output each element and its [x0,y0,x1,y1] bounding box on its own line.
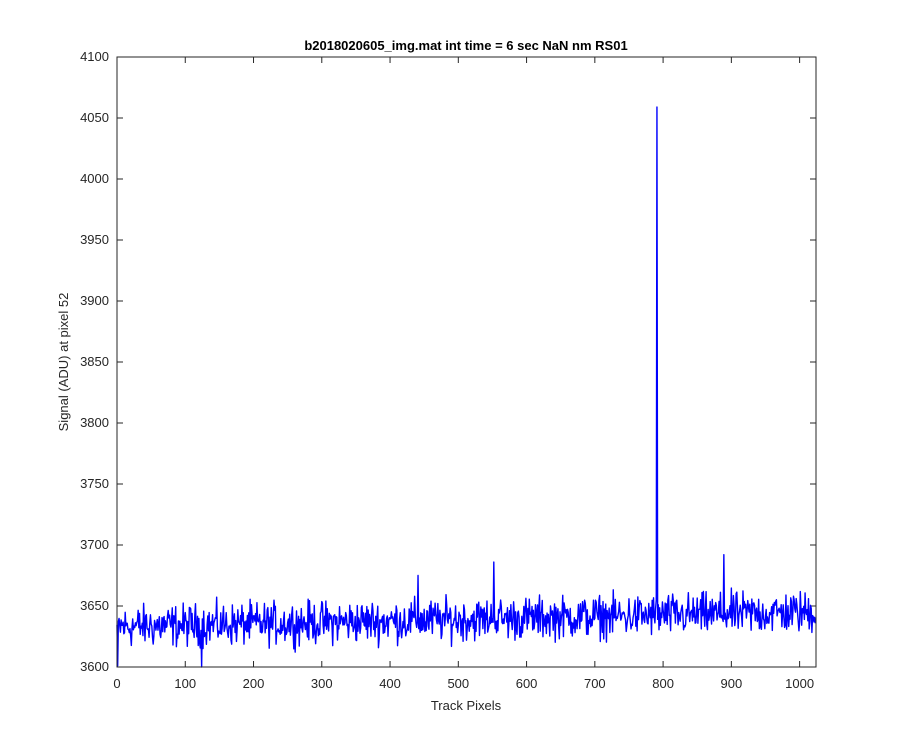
x-tick-label: 0 [113,676,120,691]
y-tick-label: 4000 [80,171,109,186]
y-tick-label: 3700 [80,537,109,552]
y-tick-label: 4050 [80,110,109,125]
series-line [116,106,817,668]
x-tick-label: 300 [311,676,333,691]
x-tick-label: 900 [721,676,743,691]
plot-frame [116,56,817,668]
series-layer [116,106,817,668]
x-axis: 0 100 200 300 400 500 600 700 800 900 1000 [113,57,814,691]
y-tick-label: 3750 [80,476,109,491]
y-tick-label: 3650 [80,598,109,613]
y-tick-label: 3950 [80,232,109,247]
y-tick-label: 3900 [80,293,109,308]
y-axis: 3600 3650 3700 3750 3800 3850 3900 3950 4000 4050… [80,49,816,674]
x-tick-label: 1000 [785,676,814,691]
x-tick-label: 800 [652,676,674,691]
y-tick-label: 3850 [80,354,109,369]
y-tick-label: 4100 [80,49,109,64]
x-axis-label: Track Pixels [431,698,502,713]
y-axis-label: Signal (ADU) at pixel 52 [56,293,71,432]
chart-title: b2018020605_img.mat int time = 6 sec NaN… [304,38,627,53]
y-tick-label: 3800 [80,415,109,430]
x-tick-label: 100 [174,676,196,691]
x-tick-label: 400 [379,676,401,691]
x-tick-label: 600 [516,676,538,691]
x-tick-label: 200 [243,676,265,691]
x-tick-label: 700 [584,676,606,691]
y-tick-label: 3600 [80,659,109,674]
x-tick-label: 500 [447,676,469,691]
